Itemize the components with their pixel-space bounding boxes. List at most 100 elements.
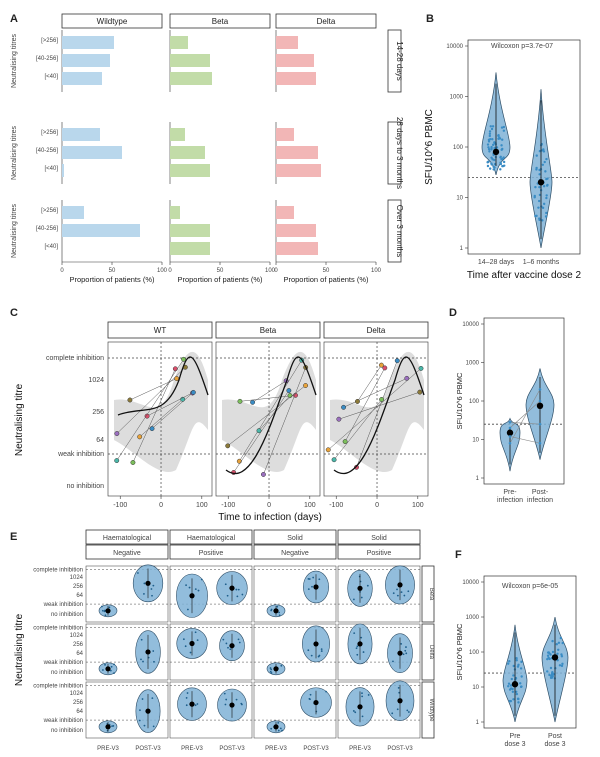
data-point bbox=[542, 150, 546, 153]
status-strip bbox=[169, 544, 253, 560]
data-point bbox=[508, 699, 512, 703]
bar bbox=[62, 128, 100, 141]
data-point bbox=[104, 614, 107, 617]
median-point bbox=[189, 593, 195, 599]
category-tick-label: [>256] bbox=[41, 38, 58, 44]
patient-trajectory bbox=[116, 359, 184, 461]
data-point bbox=[512, 698, 515, 701]
status-strip-label: Negative bbox=[113, 550, 141, 557]
patient-trajectory bbox=[132, 368, 176, 463]
data-point bbox=[142, 660, 144, 663]
status-strip-label: Positive bbox=[199, 550, 224, 557]
data-point bbox=[508, 660, 511, 663]
median-point bbox=[229, 643, 235, 649]
bar bbox=[62, 164, 64, 177]
data-point bbox=[561, 641, 564, 645]
data-point bbox=[320, 648, 323, 651]
period-strip bbox=[387, 121, 402, 185]
y-tick-label: 10000 bbox=[462, 322, 479, 328]
data-point bbox=[488, 150, 491, 153]
data-point bbox=[400, 591, 403, 594]
data-point bbox=[487, 148, 491, 151]
median-point bbox=[511, 681, 519, 688]
x-tick-label: PRE-V3 bbox=[349, 746, 371, 752]
data-point bbox=[546, 183, 549, 187]
data-point bbox=[279, 727, 282, 730]
data-point bbox=[276, 605, 279, 608]
data-point bbox=[186, 692, 189, 694]
data-point bbox=[538, 388, 542, 391]
row-strip-label: Delta bbox=[428, 645, 434, 660]
data-point bbox=[237, 588, 240, 591]
data-point bbox=[406, 709, 409, 712]
data-point bbox=[538, 185, 541, 189]
data-point bbox=[114, 431, 120, 437]
median-point bbox=[273, 724, 279, 730]
period-strip-label: 14-28 days bbox=[395, 41, 404, 81]
data-point bbox=[507, 685, 510, 688]
bar bbox=[276, 72, 316, 85]
data-point bbox=[499, 162, 503, 166]
data-point bbox=[352, 710, 355, 712]
data-point bbox=[140, 658, 142, 661]
data-point bbox=[225, 443, 231, 449]
data-point bbox=[185, 704, 188, 707]
data-point bbox=[325, 690, 328, 693]
data-point bbox=[182, 638, 185, 641]
data-point bbox=[103, 609, 106, 612]
axis-title-y: Neutralising titres bbox=[11, 33, 18, 88]
data-point bbox=[127, 397, 133, 403]
strain-strip bbox=[275, 13, 377, 29]
axis-title-y: Neutralising titre bbox=[14, 383, 25, 456]
data-point bbox=[508, 420, 512, 424]
data-point bbox=[548, 673, 551, 677]
data-point bbox=[548, 652, 551, 655]
smoothed-fit bbox=[117, 356, 209, 416]
bar bbox=[62, 36, 114, 49]
facet-strip bbox=[107, 321, 213, 339]
bar bbox=[170, 206, 180, 219]
data-point bbox=[200, 578, 203, 581]
y-tick-label: 100 bbox=[453, 145, 464, 151]
data-point bbox=[557, 641, 561, 644]
data-point bbox=[405, 652, 408, 655]
data-point bbox=[392, 592, 395, 595]
data-point bbox=[311, 585, 313, 588]
x-tick-label: Pre bbox=[510, 733, 521, 740]
data-point bbox=[490, 162, 493, 165]
bar bbox=[276, 54, 314, 67]
data-point bbox=[396, 594, 399, 597]
data-point bbox=[516, 697, 520, 701]
data-point bbox=[497, 134, 500, 137]
data-point bbox=[367, 694, 370, 696]
data-point bbox=[508, 441, 512, 445]
median-point bbox=[357, 704, 363, 710]
data-point bbox=[138, 719, 141, 722]
y-tick-label: 100 bbox=[469, 650, 480, 656]
axis-title-x: Proportion of patients (%) bbox=[283, 275, 369, 284]
x-tick-label: 0 bbox=[159, 502, 163, 509]
data-point bbox=[278, 614, 281, 617]
data-point bbox=[379, 396, 385, 402]
data-point bbox=[270, 668, 273, 671]
data-point bbox=[510, 677, 514, 681]
median-point bbox=[536, 402, 544, 410]
data-point bbox=[488, 167, 492, 170]
data-point bbox=[500, 144, 503, 147]
data-point bbox=[184, 645, 187, 648]
median-point bbox=[273, 608, 279, 614]
data-point bbox=[153, 660, 155, 663]
median-point bbox=[492, 148, 500, 156]
patient-trajectory bbox=[116, 367, 186, 434]
data-point bbox=[181, 356, 187, 362]
data-point bbox=[241, 593, 244, 596]
patient-trajectory bbox=[343, 378, 407, 408]
data-point bbox=[113, 663, 115, 666]
data-point bbox=[236, 458, 242, 464]
axis-title-x: Proportion of patients (%) bbox=[69, 275, 155, 284]
period-strip-label: Over 3 months bbox=[395, 205, 404, 257]
data-point bbox=[342, 439, 348, 445]
axis-title-y: Neutralising titres bbox=[11, 203, 18, 258]
data-point bbox=[143, 593, 145, 595]
data-point bbox=[546, 657, 549, 661]
